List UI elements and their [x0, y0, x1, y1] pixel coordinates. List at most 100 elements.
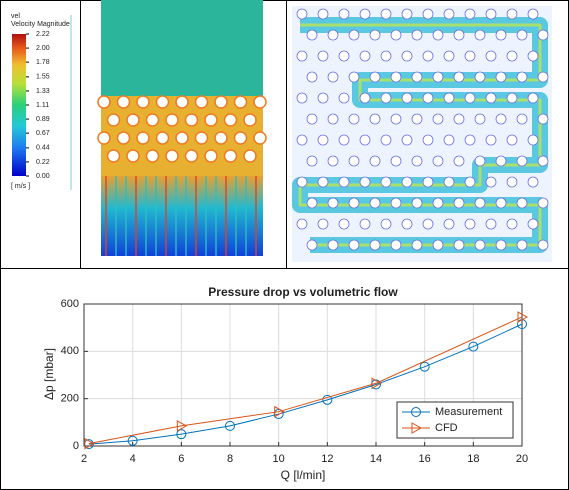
- pin: [296, 134, 308, 146]
- pin: [516, 155, 528, 167]
- x-tick-label: 6: [178, 453, 184, 465]
- y-tick-label: 600: [61, 298, 79, 310]
- pin: [380, 218, 392, 230]
- pin: [432, 155, 444, 167]
- pin: [485, 218, 497, 230]
- x-tick-label: 18: [467, 453, 479, 465]
- pin: [214, 131, 228, 145]
- pin: [516, 113, 528, 125]
- pin: [348, 29, 360, 41]
- pin: [411, 29, 423, 41]
- pin: [327, 155, 339, 167]
- colorbar-tick-label: 0.89: [36, 116, 50, 123]
- pin: [443, 8, 455, 20]
- pin: [348, 197, 360, 209]
- colorbar-tick-label: 2.00: [36, 45, 50, 52]
- legend-marker: [411, 422, 423, 434]
- pin: [527, 134, 539, 146]
- pin: [317, 218, 329, 230]
- data-point: [225, 420, 235, 431]
- pin: [204, 113, 218, 127]
- pin: [527, 92, 539, 104]
- pin: [306, 197, 318, 209]
- colorbar-tick-label: 1.11: [36, 102, 49, 109]
- pin: [136, 131, 150, 145]
- pin: [369, 239, 381, 251]
- pin: [443, 176, 455, 188]
- pin: [464, 176, 476, 188]
- pin: [223, 113, 238, 127]
- pin: [243, 149, 257, 163]
- pin: [453, 155, 465, 167]
- pin: [537, 239, 549, 251]
- pin: [369, 71, 381, 83]
- chart-title: Pressure drop vs volumetric flow: [208, 285, 398, 299]
- pin: [175, 131, 189, 145]
- pin: [317, 92, 329, 104]
- pin: [516, 29, 528, 41]
- pin: [506, 176, 518, 188]
- pin: [165, 149, 179, 163]
- pin: [453, 197, 465, 209]
- legend-label: CFD: [435, 422, 458, 434]
- pin: [506, 8, 518, 20]
- pin: [411, 71, 423, 83]
- colorbar-unit: [ m/s ]: [11, 183, 30, 190]
- colorbar-tick-label: 1.55: [36, 74, 50, 81]
- pin: [317, 8, 329, 20]
- pin: [296, 218, 308, 230]
- pin: [401, 176, 413, 188]
- pin: [411, 197, 423, 209]
- pin: [422, 8, 434, 20]
- pin: [537, 71, 549, 83]
- pin: [126, 149, 140, 163]
- pin: [390, 29, 402, 41]
- pin: [506, 50, 518, 62]
- pin: [296, 8, 308, 20]
- x-tick-label: 2: [81, 453, 87, 465]
- pin: [306, 113, 318, 125]
- pin: [97, 95, 111, 109]
- pin: [306, 29, 318, 41]
- pin: [401, 8, 413, 20]
- pin: [380, 176, 392, 188]
- pin: [485, 134, 497, 146]
- pin: [495, 155, 507, 167]
- pin: [214, 95, 228, 109]
- pin: [327, 113, 339, 125]
- x-tick-label: 14: [370, 453, 382, 465]
- series-line: [88, 316, 523, 445]
- pin: [369, 29, 381, 41]
- pin: [422, 92, 434, 104]
- pin: [233, 131, 248, 145]
- pin: [116, 95, 131, 109]
- data-point: [176, 429, 187, 440]
- pin: [516, 239, 528, 251]
- pin: [432, 197, 444, 209]
- pin: [516, 71, 528, 83]
- pin: [464, 92, 476, 104]
- pin: [184, 113, 199, 127]
- pin: [390, 239, 402, 251]
- pin: [443, 134, 455, 146]
- pin: [474, 197, 486, 209]
- pin: [432, 239, 444, 251]
- pin: [401, 92, 413, 104]
- pin: [306, 155, 318, 167]
- pin: [348, 155, 360, 167]
- pin: [116, 131, 131, 145]
- data-point: [274, 405, 285, 418]
- pin: [390, 197, 402, 209]
- pin: [348, 239, 360, 251]
- pin: [527, 50, 539, 62]
- pin: [348, 71, 360, 83]
- pin: [390, 113, 402, 125]
- pin: [495, 29, 507, 41]
- x-tick-label: 10: [273, 453, 285, 465]
- y-tick-label: 200: [61, 393, 79, 405]
- pin: [495, 71, 507, 83]
- pin: [474, 113, 486, 125]
- pin: [296, 50, 308, 62]
- pin: [485, 50, 497, 62]
